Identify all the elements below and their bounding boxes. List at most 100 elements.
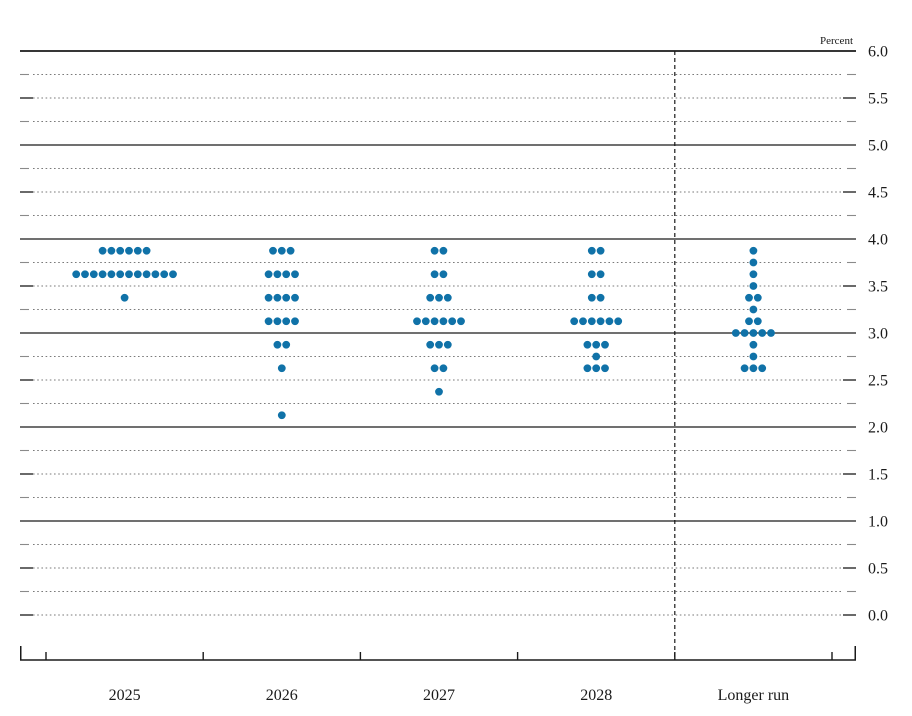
projection-dot-2025-3.875 [142,246,151,255]
projection-dot-2025-3.625 [116,270,125,279]
projection-dot-2027-3.375 [426,293,435,302]
projection-dot-longer-run-2.75 [749,352,758,361]
projection-dot-2028-2.625 [592,364,601,373]
projection-dot-longer-run-3.375 [753,293,762,302]
projection-dot-2025-3.625 [98,270,107,279]
projection-dot-2026-2.875 [282,340,291,349]
projection-dot-2028-3.125 [596,317,605,326]
projection-dot-2027-3.125 [457,317,465,326]
projection-dot-2025-3.625 [142,270,151,279]
projection-dot-2025-3.875 [116,246,125,255]
projection-dot-2028-3.875 [587,246,596,255]
projection-dot-2025-3.625 [81,270,89,279]
projection-dot-2027-3.125 [421,317,430,326]
y-axis-label-6.0: 6.0 [868,44,888,61]
projection-dot-longer-run-3 [767,329,775,337]
projection-dot-2026-2.125 [277,411,286,420]
y-axis-label-2.5: 2.5 [868,373,888,390]
projection-dot-2026-3.375 [273,293,282,302]
x-axis-label-longer-run: Longer run [718,687,790,704]
y-axis-label-4.0: 4.0 [868,232,888,249]
projection-dot-2025-3.375 [120,293,129,302]
x-axis-label-2027: 2027 [423,687,455,704]
projection-dot-2027-3.625 [430,270,439,279]
projection-dot-2027-3.125 [430,317,439,326]
projection-dot-2028-2.625 [601,364,609,373]
projection-dot-2026-3.625 [264,270,273,279]
y-axis-label-0.5: 0.5 [868,561,888,578]
projection-dot-2028-3.125 [614,317,623,326]
projection-dot-2028-3.125 [579,317,587,326]
projection-dot-2028-3.875 [596,246,605,255]
projection-dot-longer-run-3 [731,329,740,337]
projection-dot-2027-2.875 [426,340,435,349]
projection-dot-2028-2.875 [592,340,601,349]
projection-dot-2026-3.625 [273,270,282,279]
projection-dot-longer-run-3.75 [749,258,758,267]
y-axis-label-4.5: 4.5 [868,185,888,202]
projection-dot-2025-3.625 [169,270,177,279]
projection-dot-2025-3.625 [89,270,98,279]
projection-dot-longer-run-2.625 [749,364,758,373]
projection-dot-2028-2.875 [583,340,592,349]
projection-dot-2027-3.625 [439,270,448,279]
projection-dot-2028-2.625 [583,364,592,373]
projection-dot-longer-run-2.625 [758,364,767,373]
projection-dot-2026-2.875 [273,340,282,349]
projection-dot-2026-3.875 [277,246,286,255]
projection-dot-2028-3.125 [587,317,596,326]
projection-dot-2026-3.875 [286,246,295,255]
projection-dot-longer-run-3.25 [749,305,758,314]
projection-dot-2027-3.875 [439,246,448,255]
projection-dot-2027-2.375 [435,387,443,396]
projection-dot-2026-3.625 [282,270,291,279]
y-axis-label-3.0: 3.0 [868,326,888,343]
projection-dot-2025-3.625 [107,270,116,279]
projection-dot-2026-3.125 [282,317,291,326]
projection-dot-2026-2.625 [277,364,286,373]
projection-dot-longer-run-3.625 [749,270,758,279]
projection-dot-2027-3.125 [448,317,457,326]
projection-dot-2025-3.625 [151,270,160,279]
projection-dot-2027-3.125 [413,317,421,326]
x-axis-label-2025: 2025 [109,687,141,704]
projection-dot-2027-2.625 [430,364,439,373]
projection-dot-longer-run-2.625 [740,364,749,373]
projection-dot-2026-3.125 [273,317,282,326]
projection-dot-2025-3.625 [133,270,142,279]
projection-dot-2028-2.875 [601,340,609,349]
projection-dot-longer-run-3 [740,329,749,337]
y-axis-label-1.0: 1.0 [868,514,888,531]
y-axis-label-1.5: 1.5 [868,467,888,484]
projection-dot-2028-3.125 [605,317,614,326]
projection-dot-2028-3.625 [596,270,605,279]
projection-dot-2028-3.625 [587,270,596,279]
projection-dot-2025-3.625 [72,270,81,279]
projection-dot-2028-3.375 [587,293,596,302]
projection-dot-longer-run-3.5 [749,282,758,290]
projection-dot-2025-3.875 [125,246,133,255]
projection-dot-2026-3.375 [291,293,299,302]
projection-dot-longer-run-3 [749,329,758,337]
projection-dot-2026-3.625 [291,270,299,279]
projection-dot-2027-2.875 [435,340,443,349]
y-axis-label-5.0: 5.0 [868,138,888,155]
projection-dot-2026-3.375 [282,293,291,302]
projection-dot-longer-run-3.375 [745,293,753,302]
projection-dot-longer-run-3.875 [749,246,758,255]
projection-dot-2027-3.125 [439,317,448,326]
percent-axis-unit-label: Percent [820,35,853,47]
projection-dot-longer-run-3.125 [753,317,762,326]
x-axis-label-2028: 2028 [580,687,612,704]
y-axis-label-2.0: 2.0 [868,420,888,437]
projection-dot-2027-3.375 [435,293,443,302]
projection-dot-2028-2.75 [592,352,601,361]
projection-dot-longer-run-3 [758,329,767,337]
projection-dot-longer-run-2.875 [749,340,758,349]
projection-dot-2027-2.875 [443,340,452,349]
projection-dot-2025-3.625 [125,270,133,279]
projection-dot-2025-3.875 [107,246,116,255]
x-axis-label-2026: 2026 [266,687,298,704]
